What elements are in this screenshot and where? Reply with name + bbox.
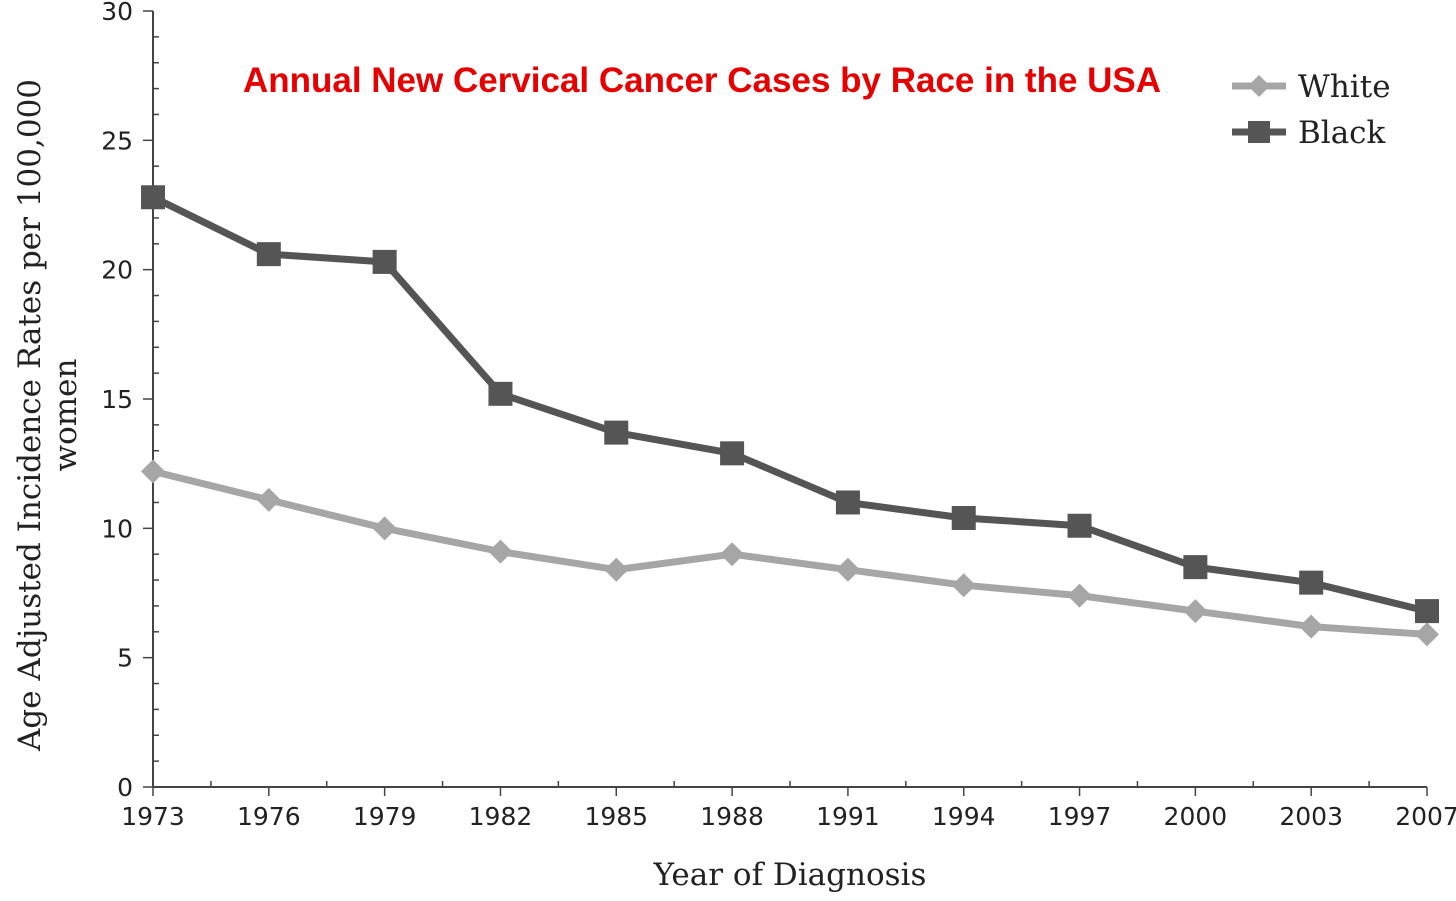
legend-marker-black (1248, 121, 1270, 143)
x-tick-label: 1976 (237, 802, 301, 831)
data-point-black (604, 420, 629, 445)
x-tick-label: 1997 (1048, 802, 1112, 831)
y-tick-label: 20 (101, 256, 133, 285)
data-point-white (372, 516, 397, 541)
chart-title: Annual New Cervical Cancer Cases by Race… (243, 61, 1161, 100)
legend-item-white: White (1232, 69, 1391, 105)
data-point-white (1067, 583, 1092, 608)
legend-marker-white (1248, 75, 1270, 97)
y-axis-label-line1: Age Adjusted Incidence Rates per 100,000 (12, 79, 48, 752)
x-tick-label: 2003 (1279, 802, 1343, 831)
y-axis-label-line2: women (48, 359, 84, 472)
x-tick-label: 1982 (469, 802, 533, 831)
series-group (141, 185, 1439, 647)
series-line-black (149, 193, 1431, 615)
data-point-black (372, 249, 397, 274)
x-tick-label: 1973 (121, 802, 185, 831)
data-point-white (604, 557, 629, 582)
y-axis-label: Age Adjusted Incidence Rates per 100,000… (12, 79, 84, 752)
x-tick-label: 2007 (1395, 802, 1456, 831)
legend: White Black (1232, 69, 1391, 151)
data-point-black (1183, 555, 1208, 580)
data-point-black (256, 242, 281, 267)
data-point-black (1299, 570, 1324, 595)
y-tick-label: 10 (101, 514, 133, 543)
data-point-white (141, 459, 165, 484)
data-point-white (1183, 599, 1208, 624)
data-point-black (720, 441, 745, 466)
x-axis-label: Year of Diagnosis (653, 857, 927, 893)
x-tick-label: 1985 (584, 802, 648, 831)
y-tick-label: 5 (117, 644, 133, 673)
x-tick-label: 1991 (816, 802, 880, 831)
x-tick-label: 1988 (700, 802, 764, 831)
y-tick-label: 15 (101, 385, 133, 414)
series-white (141, 459, 1439, 647)
data-point-black (1415, 599, 1439, 624)
y-tick-label: 0 (117, 773, 133, 802)
data-point-white (835, 557, 860, 582)
data-point-black (1067, 513, 1092, 538)
y-tick-label: 25 (101, 126, 133, 155)
data-point-black (951, 505, 976, 530)
y-tick-label: 30 (101, 0, 133, 26)
axes: 0 5 10 15 20 25 30 1973 1976 1979 1982 1985 1988 1991… (101, 0, 1456, 831)
data-point-white (256, 487, 281, 512)
series-line-white (149, 467, 1431, 638)
data-point-white (720, 542, 745, 567)
legend-label-black: Black (1298, 115, 1386, 151)
legend-label-white: White (1298, 69, 1391, 105)
series-black (141, 185, 1439, 624)
data-point-black (141, 185, 165, 210)
data-point-white (1415, 622, 1439, 647)
data-point-white (1299, 614, 1324, 639)
data-point-white (488, 539, 513, 564)
x-tick-label: 1994 (932, 802, 996, 831)
x-tick-label: 1979 (353, 802, 417, 831)
x-tick-label: 2000 (1164, 802, 1228, 831)
data-point-black (488, 381, 513, 406)
legend-item-black: Black (1232, 115, 1386, 151)
data-point-black (835, 490, 860, 515)
data-point-white (951, 573, 976, 598)
